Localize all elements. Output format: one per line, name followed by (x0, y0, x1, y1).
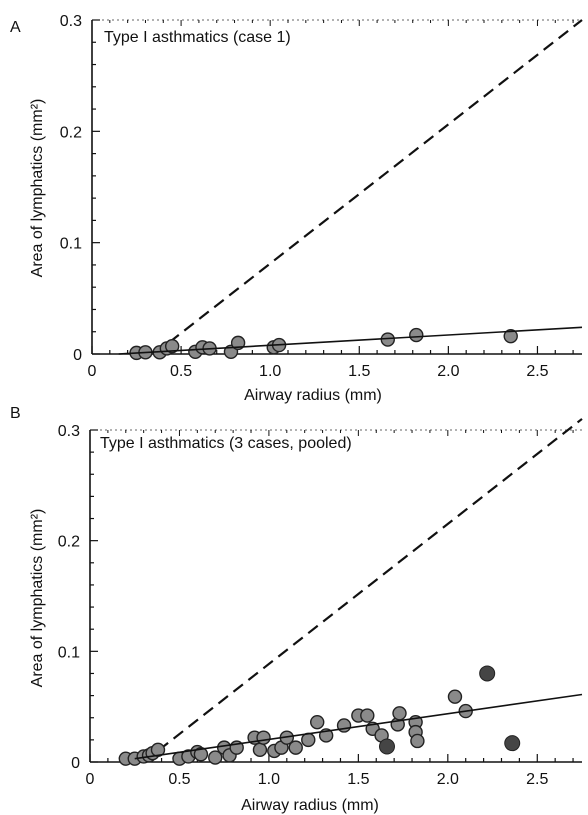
panel-b-x-tick-label: 2.5 (526, 771, 548, 788)
panel-b-x-tick-label: 0 (86, 771, 95, 788)
panel-a-data-point (230, 335, 246, 351)
panel-a-y-tick-label: 0 (73, 347, 82, 364)
panel-a-label: A (10, 19, 21, 36)
panel-a-y-axis-label: Area of lymphatics (mm²) (29, 99, 46, 278)
panel-a-y-tick-label: 0.1 (60, 236, 82, 253)
panel-b-data-point (301, 732, 316, 748)
panel-a: A Type I asthmatics (case 1) Airway radi… (10, 13, 583, 404)
panel-b-outlier-point (504, 735, 521, 752)
panel-b-data-point (410, 733, 425, 749)
panel-a-y-tick-label: 0.3 (60, 13, 82, 30)
panel-a-x-tick-label: 0 (88, 363, 97, 380)
panel-a-data-point (503, 328, 518, 344)
panel-a-data-point (409, 327, 424, 343)
panel-a-annotation: Type I asthmatics (case 1) (104, 29, 291, 46)
panel-b-x-tick-label: 1.0 (258, 771, 280, 788)
panel-b-data-point (252, 742, 268, 758)
panel-a-y-tick-label: 0.2 (60, 124, 82, 141)
panel-b: B Type I asthmatics (3 cases, pooled) Ai… (10, 405, 583, 814)
panel-b-data-point (150, 742, 166, 758)
panel-b-data-point (193, 747, 209, 762)
panel-b-y-tick-label: 0.1 (58, 644, 80, 661)
panel-b-x-tick-label: 0.5 (168, 771, 190, 788)
panel-a-x-tick-label: 1.0 (259, 363, 281, 380)
panel-a-data-point (164, 339, 180, 354)
panel-b-data-point (256, 730, 271, 745)
panel-a-dashed-line (153, 19, 583, 355)
panel-b-data-point (447, 689, 463, 704)
panel-b-outlier-point (479, 665, 496, 682)
panel-a-x-tick-label: 2.5 (526, 363, 548, 380)
panel-b-annotation: Type I asthmatics (3 cases, pooled) (100, 435, 352, 452)
panel-b-data-point (360, 708, 375, 723)
panel-b-x-tick-label: 2.0 (437, 771, 459, 788)
panel-b-data-point (208, 750, 223, 765)
panel-b-regression-line (134, 693, 583, 760)
panel-a-x-tick-label: 1.5 (348, 363, 370, 380)
panel-b-x-tick-label: 1.5 (347, 771, 369, 788)
panel-a-regression-line (118, 326, 583, 355)
panel-b-y-tick-label: 0 (71, 755, 80, 772)
panel-b-y-tick-label: 0.3 (58, 423, 80, 440)
panel-b-x-axis-label: Airway radius (mm) (241, 797, 379, 814)
panel-b-dashed-line (142, 418, 583, 763)
panel-a-x-tick-label: 2.0 (437, 363, 459, 380)
panel-b-y-axis-label: Area of lymphatics (mm²) (29, 509, 46, 688)
panel-b-label: B (10, 405, 21, 422)
panel-b-data-point (288, 740, 303, 755)
panel-a-x-tick-label: 0.5 (170, 363, 192, 380)
panel-b-data-point (310, 714, 325, 730)
panel-b-data-point (392, 706, 407, 721)
panel-b-y-tick-label: 0.2 (58, 534, 80, 551)
panel-a-x-axis-label: Airway radius (mm) (244, 387, 382, 404)
panel-b-outlier-point (378, 738, 395, 755)
